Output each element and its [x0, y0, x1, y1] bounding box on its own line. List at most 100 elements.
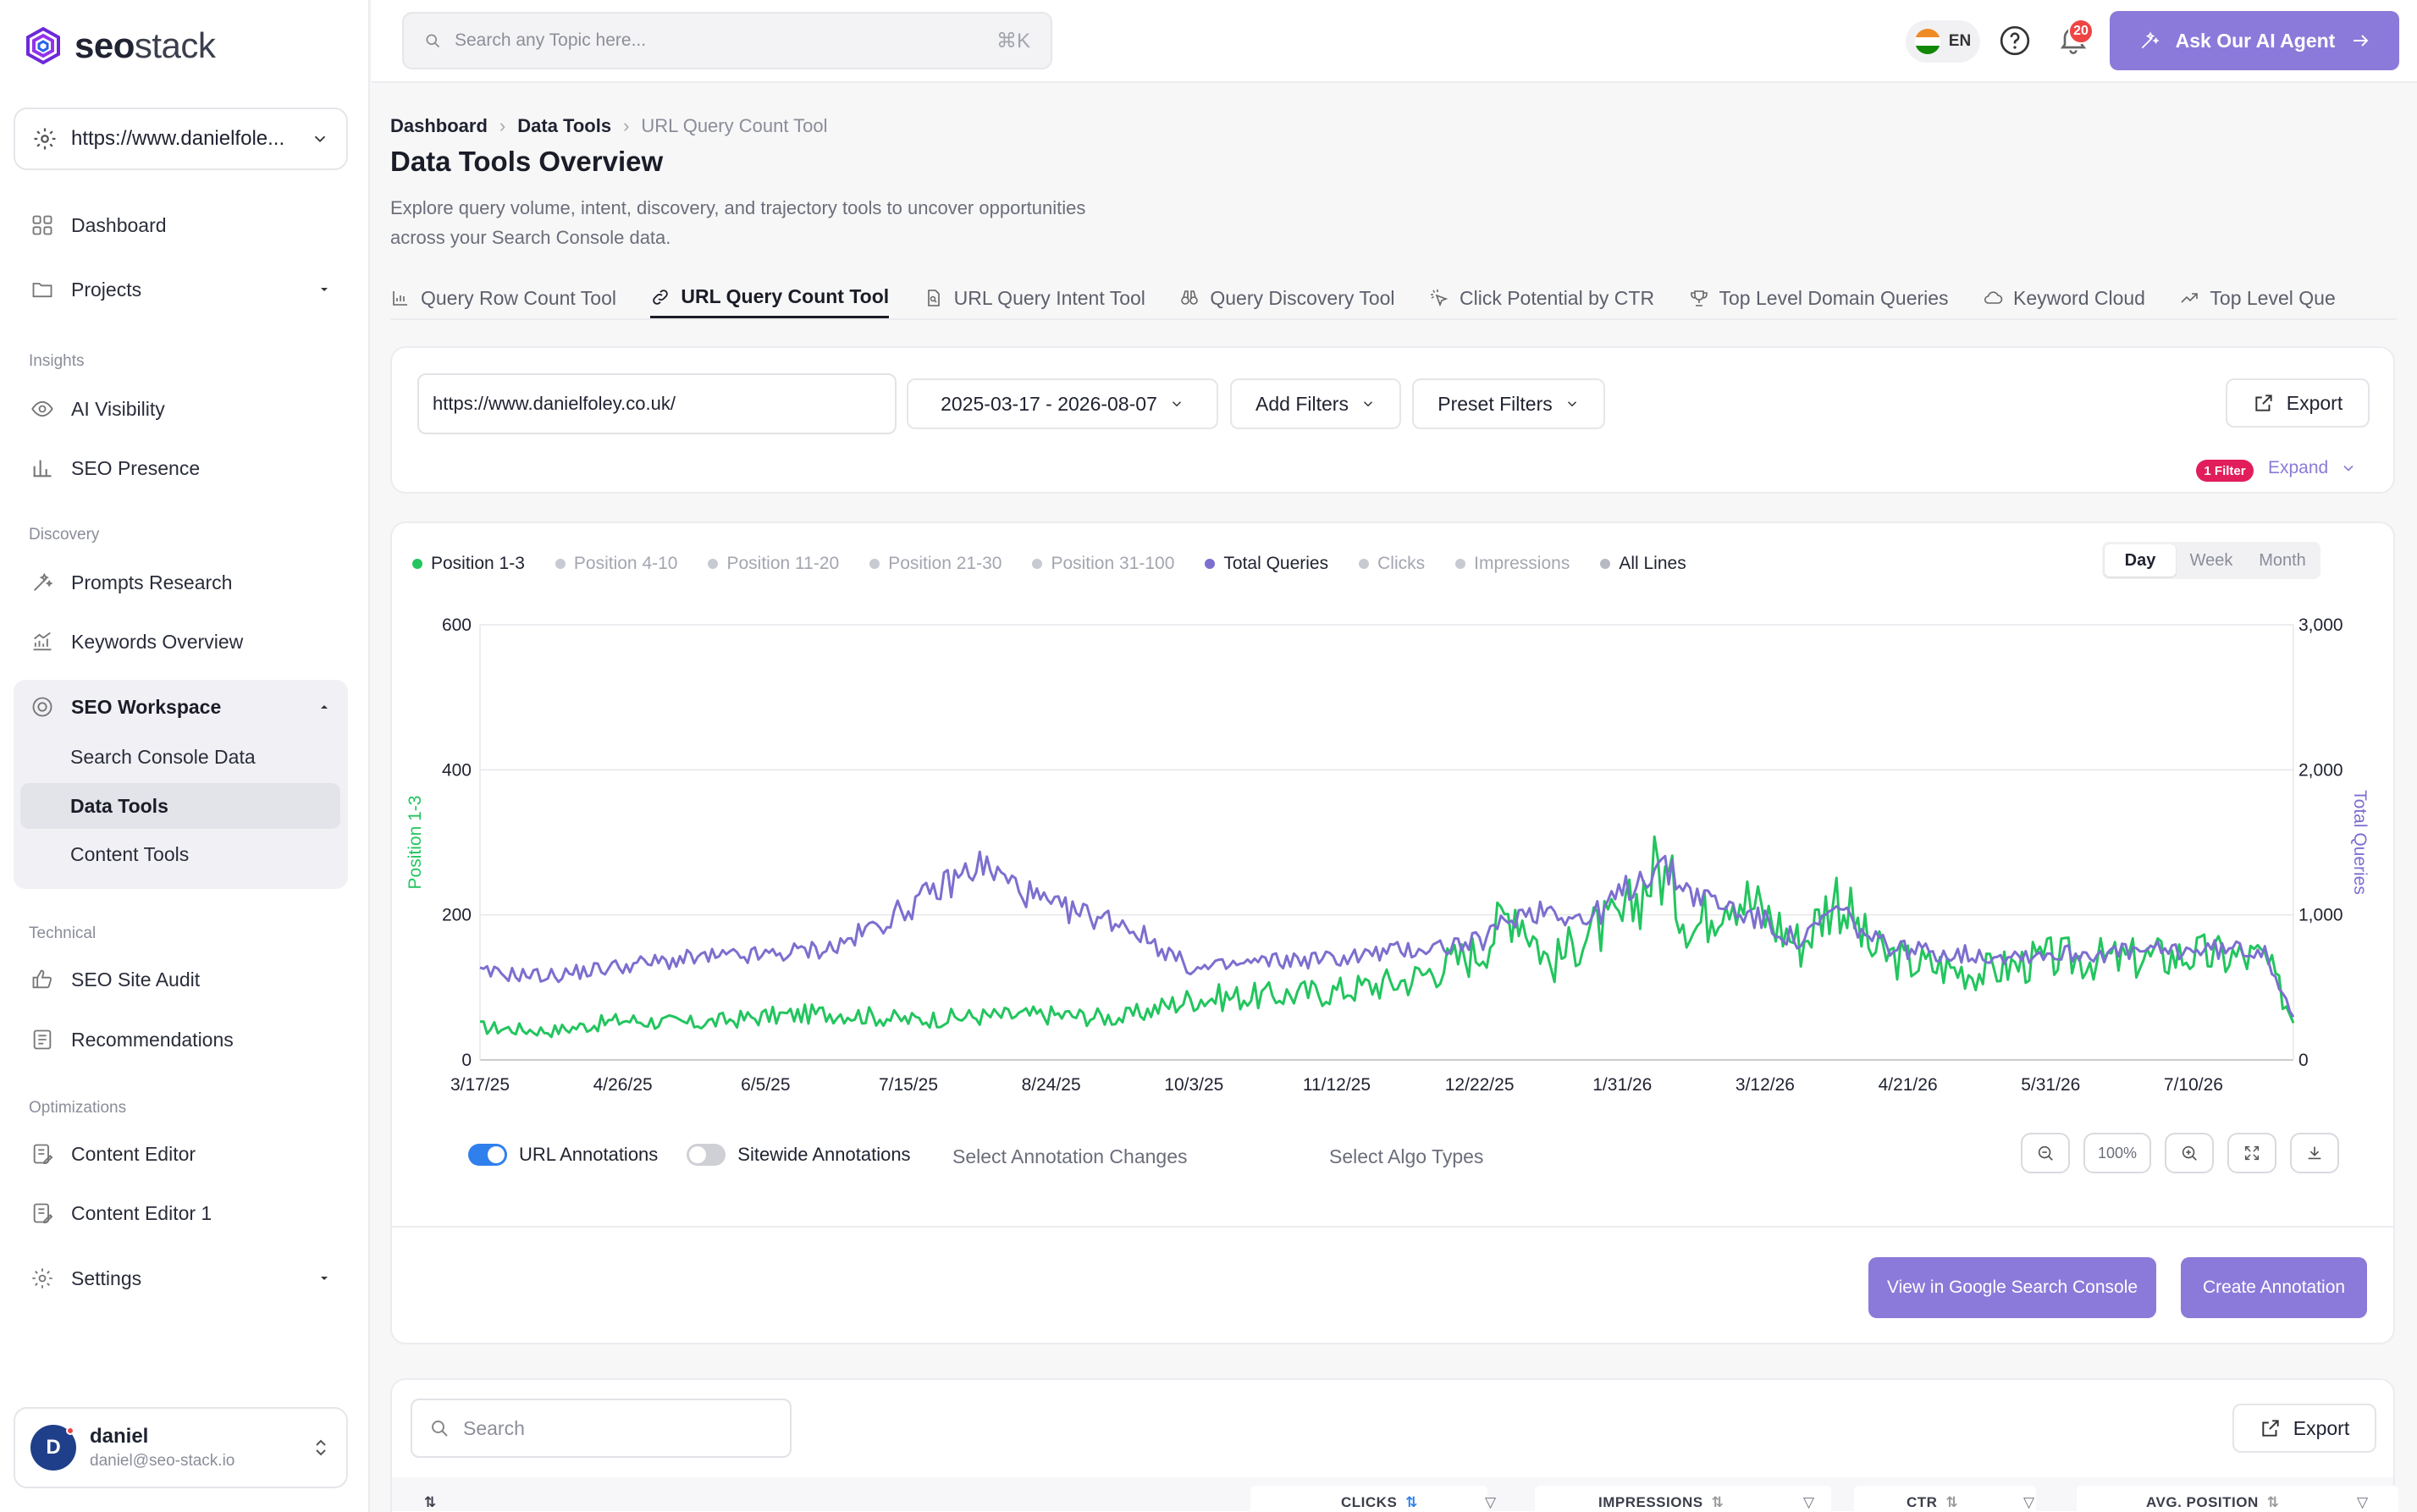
- table-search-input[interactable]: Search: [411, 1399, 792, 1458]
- download-chart-button[interactable]: [2290, 1133, 2339, 1173]
- brand-logo[interactable]: seostack: [24, 25, 216, 66]
- user-menu[interactable]: D daniel daniel@seo-stack.io: [14, 1407, 348, 1488]
- ask-ai-agent-button[interactable]: Ask Our AI Agent: [2110, 11, 2399, 70]
- folder-icon: [32, 283, 52, 298]
- sparkle-wand-icon: [2141, 31, 2160, 49]
- language-selector[interactable]: EN: [1906, 20, 1980, 63]
- select-annotation-changes[interactable]: Select Annotation Changes: [952, 1145, 1188, 1167]
- legend-item[interactable]: Position 11-20: [708, 554, 839, 574]
- add-filters-dropdown[interactable]: Add Filters: [1230, 378, 1401, 429]
- series-line-position-1-3: [479, 835, 2295, 1039]
- help-icon[interactable]: [1998, 24, 2032, 58]
- search-icon: [426, 34, 440, 48]
- breadcrumb-separator: ›: [623, 115, 630, 136]
- tab-click-potential[interactable]: Click Potential by CTR: [1429, 278, 1654, 318]
- legend-label: Position 31-100: [1051, 554, 1175, 573]
- fit-screen-button[interactable]: [2227, 1133, 2276, 1173]
- x-tick: 5/31/26: [2021, 1075, 2080, 1095]
- column-impressions[interactable]: IMPRESSIONS ⇅: [1598, 1494, 1724, 1511]
- sidebar-item-label: Dashboard: [71, 213, 167, 236]
- global-search[interactable]: Search any Topic here... ⌘K: [402, 12, 1052, 69]
- sidebar-item-seo-site-audit[interactable]: SEO Site Audit: [14, 955, 348, 1004]
- table-header-cell: [1535, 1486, 1831, 1512]
- granularity-month[interactable]: Month: [2259, 551, 2306, 570]
- sidebar-item-settings[interactable]: Settings: [14, 1254, 348, 1303]
- zoom-out-button[interactable]: [2021, 1133, 2070, 1173]
- sidebar-item-projects[interactable]: Projects: [14, 265, 348, 314]
- tab-query-discovery[interactable]: Query Discovery Tool: [1179, 278, 1395, 318]
- tab-top-level-queries[interactable]: Top Level Que: [2179, 278, 2336, 318]
- bar-chart-icon: [393, 291, 407, 306]
- breadcrumb-data-tools[interactable]: Data Tools: [517, 115, 612, 136]
- legend-item[interactable]: Impressions: [1455, 554, 1570, 574]
- zoom-in-button[interactable]: [2165, 1133, 2214, 1173]
- filter-icon[interactable]: ▽: [2023, 1494, 2035, 1510]
- zoom-level[interactable]: 100%: [2083, 1133, 2151, 1173]
- granularity-toggle: Day Week Month: [2102, 542, 2320, 579]
- sitewide-annotations-toggle[interactable]: [687, 1144, 726, 1166]
- sidebar-item-prompts-research[interactable]: Prompts Research: [14, 558, 348, 607]
- y-axis-label-right: Total Queries: [2350, 790, 2370, 895]
- sidebar-item-ai-visibility[interactable]: AI Visibility: [14, 384, 348, 433]
- column-avg-position[interactable]: AVG. POSITION ⇅: [2146, 1494, 2280, 1511]
- settings-icon: [32, 1268, 52, 1289]
- column-label: CTR: [1907, 1494, 1938, 1510]
- sidebar-item-content-editor[interactable]: Content Editor: [14, 1129, 348, 1178]
- cloud-icon: [1984, 291, 2003, 304]
- breadcrumb-dashboard[interactable]: Dashboard: [390, 115, 488, 136]
- sidebar-item-keywords-overview[interactable]: Keywords Overview: [14, 617, 348, 666]
- tab-url-query-intent[interactable]: URL Query Intent Tool: [924, 278, 1145, 318]
- legend-item[interactable]: Position 21-30: [869, 554, 1002, 574]
- tab-label: Top Level Que: [2210, 286, 2336, 309]
- legend-item[interactable]: Position 31-100: [1032, 554, 1174, 574]
- url-annotations-toggle[interactable]: [468, 1144, 507, 1166]
- sidebar-subitem-data-tools[interactable]: Data Tools: [20, 783, 340, 829]
- sidebar-item-seo-workspace[interactable]: SEO Workspace: [14, 682, 348, 731]
- select-algo-types[interactable]: Select Algo Types: [1329, 1145, 1484, 1167]
- tab-url-query-count[interactable]: URL Query Count Tool: [650, 278, 890, 318]
- expand-filters-button[interactable]: Expand: [2268, 458, 2357, 478]
- legend-dot: [869, 559, 880, 569]
- x-tick: 10/3/25: [1164, 1075, 1223, 1095]
- sort-arrows-icon[interactable]: ⇅: [424, 1494, 437, 1510]
- line-chart[interactable]: 600 3,000 400 2,000 200 1,000 0 0 3/17/25 4/26/25…: [392, 576, 2397, 1168]
- filter-icon[interactable]: ▽: [2357, 1494, 2369, 1510]
- date-range-picker[interactable]: 2025-03-17 - 2026-08-07: [907, 378, 1218, 429]
- legend-item[interactable]: Total Queries: [1205, 554, 1328, 574]
- sidebar-item-content-editor-1[interactable]: Content Editor 1: [14, 1189, 348, 1238]
- table-search-placeholder: Search: [463, 1416, 525, 1439]
- tab-keyword-cloud[interactable]: Keyword Cloud: [1983, 278, 2145, 318]
- chart-legend: Position 1-3 Position 4-10 Position 11-20 P…: [412, 554, 1686, 574]
- legend-item[interactable]: Clicks: [1359, 554, 1425, 574]
- filter-icon[interactable]: ▽: [1485, 1494, 1497, 1510]
- sidebar-item-label: Keywords Overview: [71, 630, 244, 653]
- tab-top-level-domain[interactable]: Top Level Domain Queries: [1689, 278, 1949, 318]
- granularity-day[interactable]: Day: [2105, 544, 2176, 577]
- x-tick: 1/31/26: [1592, 1075, 1652, 1095]
- create-annotation-button[interactable]: Create Annotation: [2181, 1257, 2367, 1318]
- view-in-gsc-button[interactable]: View in Google Search Console: [1868, 1257, 2156, 1318]
- tab-query-row-count[interactable]: Query Row Count Tool: [390, 278, 616, 318]
- sidebar-item-dashboard[interactable]: Dashboard: [14, 201, 348, 250]
- legend-item[interactable]: Position 1-3: [412, 554, 525, 574]
- column-ctr[interactable]: CTR ⇅: [1907, 1494, 1958, 1511]
- external-link-icon: [2262, 1420, 2279, 1437]
- granularity-week[interactable]: Week: [2189, 551, 2233, 570]
- legend-item[interactable]: Position 4-10: [555, 554, 677, 574]
- filter-icon[interactable]: ▽: [1803, 1494, 1815, 1510]
- trophy-icon: [1690, 290, 1708, 306]
- sidebar-subitem-content-tools[interactable]: Content Tools: [70, 842, 190, 865]
- legend-item[interactable]: All Lines: [1600, 554, 1686, 574]
- sidebar-item-seo-presence[interactable]: SEO Presence: [14, 444, 348, 493]
- sidebar-item-recommendations[interactable]: Recommendations: [14, 1015, 348, 1064]
- caret-down-icon: [321, 1277, 328, 1280]
- user-name: daniel: [90, 1425, 149, 1448]
- url-input[interactable]: https://www.danielfoley.co.uk/: [417, 373, 897, 434]
- column-clicks[interactable]: CLICKS ⇅: [1341, 1494, 1418, 1511]
- preset-filters-dropdown[interactable]: Preset Filters: [1412, 378, 1605, 429]
- table-export-button[interactable]: Export: [2232, 1404, 2376, 1453]
- site-selector[interactable]: https://www.danielfole...: [14, 108, 348, 170]
- page-description: Explore query volume, intent, discovery,…: [390, 193, 1237, 252]
- export-button[interactable]: Export: [2226, 378, 2370, 428]
- sidebar-subitem-search-console-data[interactable]: Search Console Data: [70, 745, 256, 768]
